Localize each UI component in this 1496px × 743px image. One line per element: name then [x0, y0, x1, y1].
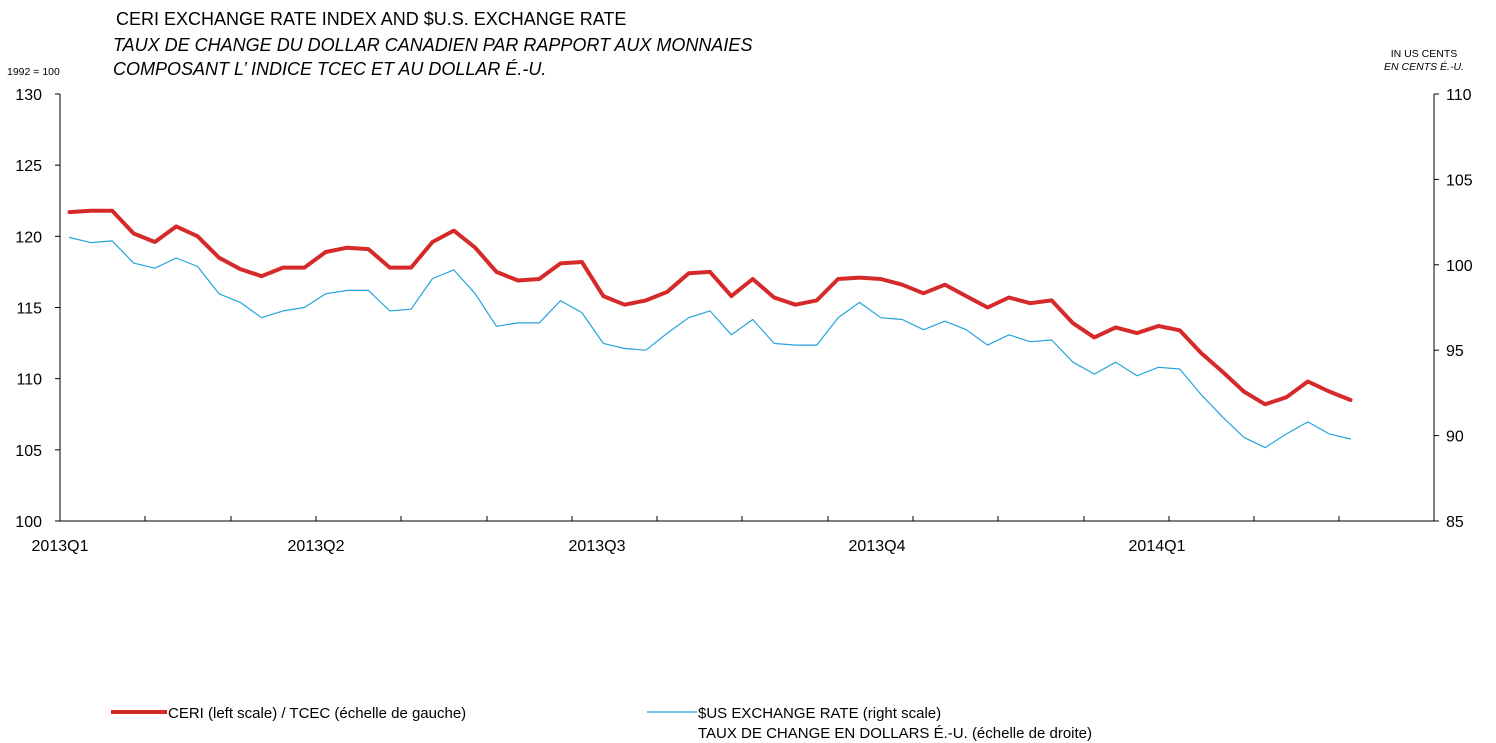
chart-subtitle-line-1: TAUX DE CHANGE DU DOLLAR CANADIEN PAR RA… — [113, 35, 752, 55]
legend-label-usd-line-1: $US EXCHANGE RATE (right scale) — [698, 705, 941, 722]
right-tick-label: 100 — [1446, 258, 1473, 275]
left-axis-note: 1992 = 100 — [7, 66, 60, 78]
left-tick-label: 110 — [16, 372, 42, 389]
legend-label-ceri: CERI (left scale) / TCEC (échelle de gau… — [168, 705, 466, 722]
right-tick-label: 85 — [1446, 514, 1464, 531]
left-tick-label: 130 — [15, 87, 42, 104]
left-axis-ticks: 100 105 110 115 120 125 130 — [15, 87, 60, 531]
left-tick-label: 125 — [15, 158, 42, 175]
series-lines — [67, 208, 1353, 449]
legend: CERI (left scale) / TCEC (échelle de gau… — [111, 705, 1092, 742]
chart-subtitle-line-2: COMPOSANT L’ INDICE TCEC ET AU DOLLAR É.… — [113, 59, 546, 79]
x-tick-label: 2013Q1 — [32, 538, 89, 555]
x-tick-label: 2013Q3 — [569, 538, 626, 555]
left-tick-label: 120 — [15, 229, 42, 246]
series-line-usd — [68, 236, 1352, 449]
right-tick-label: 110 — [1446, 87, 1472, 104]
left-tick-label: 105 — [15, 443, 42, 460]
right-tick-label: 90 — [1446, 429, 1464, 446]
right-tick-label: 105 — [1446, 172, 1473, 189]
chart-title: CERI EXCHANGE RATE INDEX AND $U.S. EXCHA… — [116, 9, 626, 29]
x-tick-label: 2013Q2 — [288, 538, 345, 555]
left-tick-label: 100 — [15, 514, 42, 531]
right-axis-ticks: 85 90 95 100 105 110 — [1434, 87, 1473, 531]
axes — [59, 94, 1435, 522]
right-axis-note-line-1: IN US CENTS — [1391, 48, 1458, 60]
right-axis-note-line-2: EN CENTS É.-U. — [1384, 60, 1464, 73]
x-tick-label: 2013Q4 — [849, 538, 906, 555]
legend-label-usd-line-2: TAUX DE CHANGE EN DOLLARS É.-U. (échelle… — [698, 725, 1092, 742]
x-axis-ticks: 2013Q1 2013Q2 2013Q3 2013Q4 2014Q1 — [32, 516, 1340, 555]
x-tick-label: 2014Q1 — [1129, 538, 1186, 555]
right-tick-label: 95 — [1446, 343, 1464, 360]
series-line-ceri — [67, 208, 1353, 407]
left-tick-label: 115 — [16, 301, 42, 318]
